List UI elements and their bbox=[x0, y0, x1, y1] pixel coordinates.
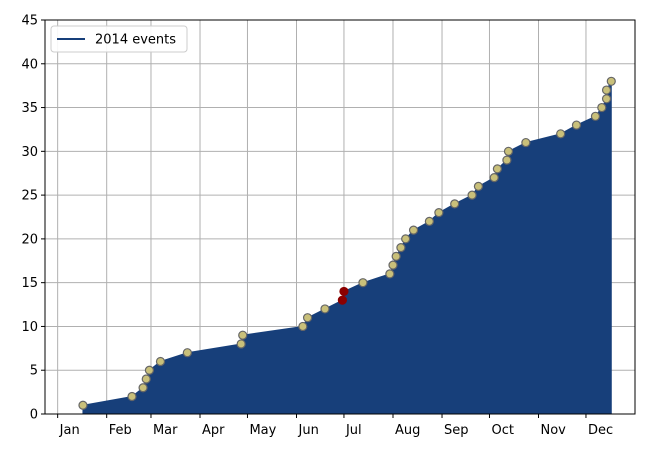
data-point bbox=[601, 85, 612, 95]
data-point bbox=[401, 234, 411, 244]
data-point bbox=[138, 383, 148, 393]
y-tick-label: 35 bbox=[21, 101, 38, 116]
x-tick-label: Feb bbox=[109, 423, 132, 438]
x-tick-label: Dec bbox=[588, 423, 613, 438]
data-point bbox=[396, 243, 406, 253]
data-point bbox=[521, 137, 531, 148]
x-tick-label: Nov bbox=[541, 423, 567, 438]
y-tick-label: 10 bbox=[21, 320, 38, 335]
plot-frame bbox=[44, 19, 636, 415]
x-tick-label: Mar bbox=[153, 423, 178, 438]
data-point bbox=[502, 155, 512, 165]
data-point bbox=[236, 339, 246, 349]
data-point bbox=[606, 76, 616, 86]
x-tick-label: Sep bbox=[444, 423, 469, 438]
data-point bbox=[358, 278, 368, 288]
x-tick-label: Jul bbox=[345, 423, 362, 438]
x-tick-label: Apr bbox=[202, 423, 225, 438]
x-axis-ticks: Jan Feb Mar Apr May Jun Jul Aug Sep Oct Nov Dec bbox=[57, 414, 613, 438]
data-point bbox=[78, 400, 88, 410]
data-point bbox=[571, 120, 582, 130]
data-point bbox=[391, 251, 401, 261]
legend-label: 2014 events bbox=[95, 33, 176, 48]
highlighted-data-point bbox=[337, 295, 347, 305]
x-tick-label: Jan bbox=[59, 423, 80, 438]
data-point bbox=[473, 181, 484, 191]
y-tick-label: 5 bbox=[30, 364, 38, 379]
data-point bbox=[492, 164, 502, 174]
legend-box bbox=[50, 25, 188, 53]
data-point bbox=[556, 129, 566, 139]
y-tick-label: 20 bbox=[21, 232, 38, 247]
y-tick-label: 0 bbox=[30, 408, 38, 423]
data-point bbox=[127, 391, 137, 402]
data-point bbox=[489, 173, 499, 183]
data-point bbox=[467, 190, 477, 200]
data-point bbox=[144, 365, 154, 375]
data-point bbox=[141, 374, 151, 384]
data-point bbox=[320, 304, 330, 314]
x-tick-label: Jun bbox=[298, 423, 319, 438]
y-tick-label: 45 bbox=[21, 14, 38, 29]
data-point bbox=[155, 356, 166, 367]
data-point bbox=[298, 321, 308, 332]
data-points bbox=[78, 76, 616, 410]
data-point bbox=[302, 313, 313, 323]
data-point bbox=[597, 102, 607, 113]
highlighted-data-point bbox=[339, 286, 349, 297]
axes bbox=[44, 19, 636, 415]
data-point bbox=[385, 269, 395, 279]
data-point bbox=[408, 225, 419, 235]
y-tick-label: 25 bbox=[21, 189, 38, 204]
data-point bbox=[450, 199, 460, 209]
data-point bbox=[503, 146, 514, 156]
data-point bbox=[590, 111, 601, 121]
data-point bbox=[434, 208, 444, 218]
y-tick-label: 40 bbox=[21, 57, 38, 72]
y-axis-ticks: 0 5 10 15 20 25 30 35 40 45 bbox=[21, 14, 45, 423]
x-tick-label: Oct bbox=[491, 423, 513, 438]
x-tick-label: Aug bbox=[395, 423, 420, 438]
data-point bbox=[238, 330, 248, 340]
y-tick-label: 30 bbox=[21, 145, 38, 160]
data-point bbox=[424, 216, 434, 226]
data-point bbox=[182, 348, 192, 358]
data-point bbox=[601, 94, 612, 104]
y-tick-label: 15 bbox=[21, 276, 38, 291]
legend: 2014 events bbox=[50, 25, 188, 53]
data-point bbox=[388, 260, 398, 270]
x-tick-label: May bbox=[249, 423, 276, 438]
